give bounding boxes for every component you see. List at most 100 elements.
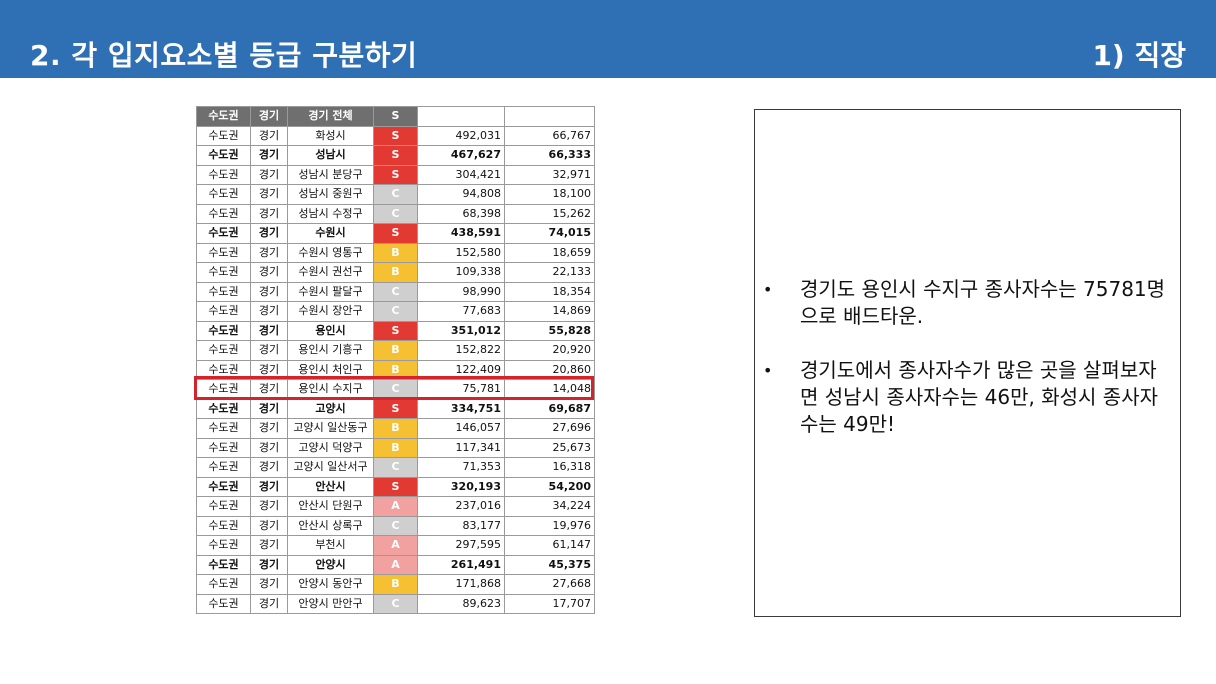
cell-region: 수도권 — [196, 574, 251, 595]
cell-value-1: 297,595 — [417, 535, 505, 556]
cell-value-2: 18,659 — [504, 242, 595, 263]
table-row: 수도권 경기 안양시 동안구 B 171,868 27,668 — [196, 574, 595, 595]
cell-city: 성남시 — [287, 145, 374, 166]
cell-region: 수도권 — [196, 203, 251, 224]
header-grade: S — [373, 106, 418, 127]
cell-city: 고양시 — [287, 398, 374, 419]
cell-value-1: 438,591 — [417, 223, 505, 244]
cell-value-1: 237,016 — [417, 496, 505, 517]
cell-city: 부천시 — [287, 535, 374, 556]
cell-grade: C — [373, 515, 418, 536]
cell-value-1: 98,990 — [417, 281, 505, 302]
cell-province: 경기 — [250, 418, 288, 439]
cell-city: 성남시 분당구 — [287, 164, 374, 185]
cell-province: 경기 — [250, 515, 288, 536]
note-box: • 경기도 용인시 수지구 종사자수는 75781명으로 배드타운. • 경기도… — [754, 109, 1181, 617]
cell-value-2: 45,375 — [504, 554, 595, 575]
table-row: 수도권 경기 고양시 일산동구 B 146,057 27,696 — [196, 418, 595, 439]
cell-province: 경기 — [250, 320, 288, 341]
cell-value-2: 14,048 — [504, 379, 595, 400]
cell-city: 용인시 기흥구 — [287, 340, 374, 361]
note-item: • 경기도 용인시 수지구 종사자수는 75781명으로 배드타운. — [763, 276, 1173, 330]
cell-city: 안산시 단원구 — [287, 496, 374, 517]
table-row: 수도권 경기 안양시 A 261,491 45,375 — [196, 554, 595, 575]
header-value-2 — [504, 106, 595, 127]
cell-value-2: 19,976 — [504, 515, 595, 536]
cell-value-2: 27,668 — [504, 574, 595, 595]
cell-grade: S — [373, 223, 418, 244]
table-row: 수도권 경기 수원시 팔달구 C 98,990 18,354 — [196, 281, 595, 302]
cell-value-1: 146,057 — [417, 418, 505, 439]
cell-value-2: 17,707 — [504, 593, 595, 614]
cell-value-1: 122,409 — [417, 359, 505, 380]
slide-title: 2. 각 입지요소별 등급 구분하기 — [30, 39, 418, 72]
cell-province: 경기 — [250, 554, 288, 575]
cell-province: 경기 — [250, 281, 288, 302]
table-row: 수도권 경기 성남시 S 467,627 66,333 — [196, 145, 595, 166]
cell-province: 경기 — [250, 242, 288, 263]
cell-region: 수도권 — [196, 457, 251, 478]
cell-city: 화성시 — [287, 125, 374, 146]
cell-region: 수도권 — [196, 281, 251, 302]
cell-value-2: 61,147 — [504, 535, 595, 556]
cell-value-2: 54,200 — [504, 476, 595, 497]
cell-value-2: 20,920 — [504, 340, 595, 361]
grade-table: 수도권 경기 경기 전체 S 수도권 경기 화성시 S 492,031 66,767 수도권… — [196, 106, 595, 614]
highlight-box — [194, 376, 594, 400]
cell-city: 안양시 — [287, 554, 374, 575]
cell-value-2: 34,224 — [504, 496, 595, 517]
table-row: 수도권 경기 용인시 S 351,012 55,828 — [196, 320, 595, 341]
table-row: 수도권 경기 안양시 만안구 C 89,623 17,707 — [196, 593, 595, 614]
cell-value-2: 55,828 — [504, 320, 595, 341]
cell-region: 수도권 — [196, 593, 251, 614]
cell-grade: S — [373, 145, 418, 166]
cell-value-1: 77,683 — [417, 301, 505, 322]
cell-region: 수도권 — [196, 418, 251, 439]
cell-province: 경기 — [250, 262, 288, 283]
cell-grade: S — [373, 164, 418, 185]
cell-region: 수도권 — [196, 320, 251, 341]
cell-province: 경기 — [250, 301, 288, 322]
cell-city: 수원시 팔달구 — [287, 281, 374, 302]
table-row: 수도권 경기 고양시 S 334,751 69,687 — [196, 398, 595, 419]
cell-city: 고양시 일산동구 — [287, 418, 374, 439]
table-row: 수도권 경기 수원시 영통구 B 152,580 18,659 — [196, 242, 595, 263]
header-value-1 — [417, 106, 505, 127]
cell-province: 경기 — [250, 574, 288, 595]
cell-region: 수도권 — [196, 340, 251, 361]
cell-grade: C — [373, 203, 418, 224]
cell-city: 성남시 중원구 — [287, 184, 374, 205]
cell-region: 수도권 — [196, 184, 251, 205]
cell-grade: S — [373, 476, 418, 497]
cell-region: 수도권 — [196, 223, 251, 244]
table-row: 수도권 경기 화성시 S 492,031 66,767 — [196, 125, 595, 146]
cell-grade: B — [373, 242, 418, 263]
cell-city: 용인시 — [287, 320, 374, 341]
cell-grade: C — [373, 301, 418, 322]
cell-city: 고양시 일산서구 — [287, 457, 374, 478]
cell-grade: S — [373, 320, 418, 341]
cell-grade: A — [373, 554, 418, 575]
cell-value-2: 25,673 — [504, 437, 595, 458]
header-city: 경기 전체 — [287, 106, 374, 127]
header-province: 경기 — [250, 106, 288, 127]
table-row: 수도권 경기 용인시 기흥구 B 152,822 20,920 — [196, 340, 595, 361]
cell-value-2: 66,333 — [504, 145, 595, 166]
cell-value-2: 66,767 — [504, 125, 595, 146]
header-region: 수도권 — [196, 106, 251, 127]
table-row: 수도권 경기 수원시 장안구 C 77,683 14,869 — [196, 301, 595, 322]
cell-value-1: 94,808 — [417, 184, 505, 205]
cell-grade: B — [373, 574, 418, 595]
cell-city: 안양시 만안구 — [287, 593, 374, 614]
cell-city: 수원시 — [287, 223, 374, 244]
cell-value-1: 351,012 — [417, 320, 505, 341]
cell-value-2: 69,687 — [504, 398, 595, 419]
cell-province: 경기 — [250, 184, 288, 205]
table-row: 수도권 경기 안산시 상록구 C 83,177 19,976 — [196, 515, 595, 536]
cell-province: 경기 — [250, 145, 288, 166]
cell-province: 경기 — [250, 398, 288, 419]
cell-city: 용인시 수지구 — [287, 379, 374, 400]
cell-value-2: 15,262 — [504, 203, 595, 224]
cell-region: 수도권 — [196, 301, 251, 322]
cell-grade: C — [373, 184, 418, 205]
